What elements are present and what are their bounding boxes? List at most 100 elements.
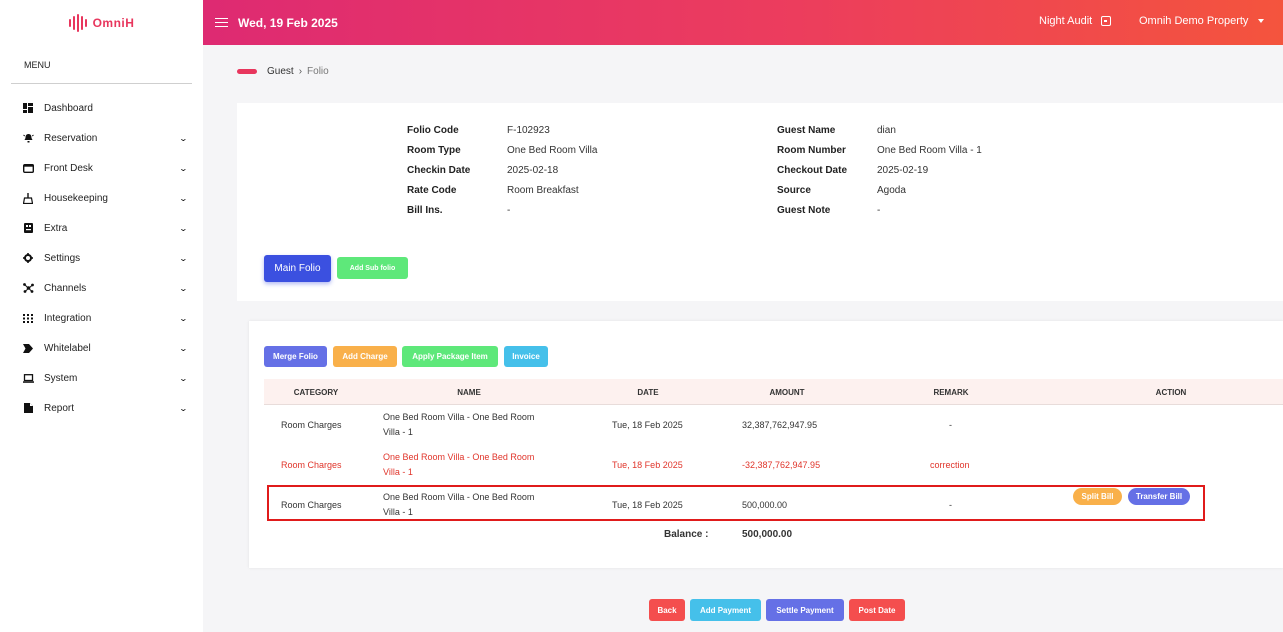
sidebar-item-whitelabel[interactable]: Whitelabel ⌄: [0, 333, 203, 363]
network-icon: [22, 282, 34, 294]
add-charge-button[interactable]: Add Charge: [333, 346, 397, 367]
guest-note-label: Guest Note: [777, 205, 831, 216]
property-selector[interactable]: Omnih Demo Property: [1139, 15, 1265, 27]
guest-name-label: Guest Name: [777, 125, 836, 136]
row-category: Room Charges: [281, 500, 342, 510]
col-date: DATE: [637, 388, 659, 397]
guest-name-value: dian: [877, 125, 896, 136]
night-audit-button[interactable]: Night Audit: [1039, 15, 1112, 27]
chevron-down-icon: ⌄: [178, 283, 189, 293]
invoice-button[interactable]: Invoice: [504, 346, 548, 367]
row-remark: -: [949, 420, 952, 430]
row-date: Tue, 18 Feb 2025: [612, 460, 683, 470]
row-name: One Bed Room Villa - One Bed Room Villa …: [383, 412, 535, 437]
row-category: Room Charges: [281, 420, 342, 430]
sidebar-item-extra[interactable]: Extra ⌄: [0, 213, 203, 243]
bill-ins-label: Bill Ins.: [407, 205, 443, 216]
hamburger-menu-icon[interactable]: [215, 17, 228, 28]
back-button[interactable]: Back: [649, 599, 685, 621]
broom-icon: [22, 192, 34, 204]
menu-divider: [11, 83, 192, 84]
chevron-down-icon: ⌄: [178, 193, 189, 203]
breadcrumb-separator: ›: [298, 66, 303, 77]
breadcrumb-guest-link[interactable]: Guest: [267, 66, 294, 77]
breadcrumb-current: Folio: [307, 66, 329, 77]
chevron-down-icon: ⌄: [178, 253, 189, 263]
bill-ins-value: -: [507, 205, 511, 216]
rate-code-label: Rate Code: [407, 185, 457, 196]
bell-icon: [22, 132, 34, 144]
sidebar-item-label: Housekeeping: [44, 192, 108, 204]
add-sub-folio-button[interactable]: Add Sub folio: [337, 257, 408, 279]
highlighted-row-outline: [267, 485, 1205, 521]
apply-package-item-button[interactable]: Apply Package Item: [402, 346, 498, 367]
brand-name: OmniH: [92, 15, 135, 30]
source-value: Agoda: [877, 185, 906, 196]
breadcrumb-marker: [237, 69, 257, 74]
post-date-button[interactable]: Post Date: [849, 599, 905, 621]
sidebar-item-label: Whitelabel: [44, 342, 91, 354]
menu-title: MENU: [24, 60, 51, 70]
room-type-label: Room Type: [407, 145, 461, 156]
folio-info-card: [237, 103, 1283, 301]
sidebar-item-label: Settings: [44, 252, 81, 264]
row-category: Room Charges: [281, 460, 342, 470]
sidebar-item-integration[interactable]: Integration ⌄: [0, 303, 203, 333]
checkout-date-label: Checkout Date: [777, 165, 848, 176]
sidebar-item-system[interactable]: System ⌄: [0, 363, 203, 393]
brand-logo[interactable]: OmniH: [0, 0, 203, 45]
label-icon: [22, 342, 34, 354]
split-bill-button[interactable]: Split Bill: [1073, 488, 1122, 505]
sidebar-item-label: Dashboard: [44, 102, 93, 114]
room-type-value: One Bed Room Villa: [507, 145, 598, 156]
logo-icon: [68, 13, 87, 32]
checkin-date-label: Checkin Date: [407, 165, 471, 176]
grid-icon: [22, 312, 34, 324]
gear-icon: [22, 252, 34, 264]
sidebar-item-front-desk[interactable]: Front Desk ⌄: [0, 153, 203, 183]
sidebar-item-report[interactable]: Report ⌄: [0, 393, 203, 423]
sidebar-item-label: Front Desk: [44, 162, 93, 174]
row-date: Tue, 18 Feb 2025: [612, 500, 683, 510]
sidebar-item-housekeeping[interactable]: Housekeeping ⌄: [0, 183, 203, 213]
chevron-down-icon: ⌄: [178, 313, 189, 323]
laptop-icon: [22, 372, 34, 384]
chevron-down-icon: ⌄: [178, 163, 189, 173]
row-date: Tue, 18 Feb 2025: [612, 420, 683, 430]
sidebar-item-settings[interactable]: Settings ⌄: [0, 243, 203, 273]
current-date: Wed, 19 Feb 2025: [238, 15, 338, 30]
source-label: Source: [777, 185, 811, 196]
sidebar-item-reservation[interactable]: Reservation ⌄: [0, 123, 203, 153]
sidebar-item-label: Channels: [44, 282, 87, 294]
transfer-bill-button[interactable]: Transfer Bill: [1128, 488, 1190, 505]
night-audit-label: Night Audit: [1039, 15, 1093, 27]
row-remark: -: [949, 500, 952, 510]
add-payment-button[interactable]: Add Payment: [690, 599, 761, 621]
chevron-down-icon: ⌄: [178, 343, 189, 353]
balance-value: 500,000.00: [742, 529, 793, 540]
row-amount: 500,000.00: [742, 500, 788, 510]
settle-payment-button[interactable]: Settle Payment: [766, 599, 844, 621]
col-amount: AMOUNT: [769, 388, 805, 397]
checkout-date-value: 2025-02-19: [877, 165, 929, 176]
col-remark: REMARK: [933, 388, 969, 397]
sidebar-item-channels[interactable]: Channels ⌄: [0, 273, 203, 303]
extra-icon: [22, 222, 34, 234]
property-name: Omnih Demo Property: [1139, 15, 1249, 27]
dashboard-icon: [22, 102, 34, 114]
row-name: One Bed Room Villa - One Bed Room Villa …: [383, 492, 535, 517]
folio-code-value: F-102923: [507, 125, 550, 136]
room-number-label: Room Number: [777, 145, 846, 156]
folio-code-label: Folio Code: [407, 125, 459, 136]
sidebar-item-dashboard[interactable]: Dashboard: [0, 93, 203, 123]
sidebar-item-label: Report: [44, 402, 75, 414]
row-amount: -32,387,762,947.95: [742, 460, 821, 470]
calendar-icon: [1101, 16, 1112, 26]
row-amount: 32,387,762,947.95: [742, 420, 818, 430]
report-icon: [22, 402, 34, 414]
breadcrumb: Guest › Folio: [237, 66, 329, 77]
top-bar: Wed, 19 Feb 2025 Night Audit Omnih Demo …: [203, 0, 1283, 45]
sidebar-item-label: Reservation: [44, 132, 98, 144]
merge-folio-button[interactable]: Merge Folio: [264, 346, 327, 367]
main-folio-tab[interactable]: Main Folio: [264, 255, 331, 282]
